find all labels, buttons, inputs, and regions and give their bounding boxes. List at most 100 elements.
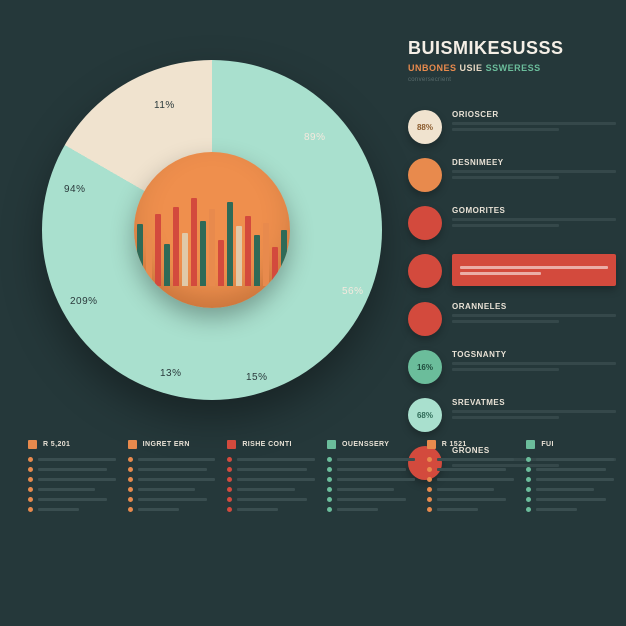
legend-badge — [408, 254, 442, 288]
bottom-column-header: RISHE CONTI — [227, 440, 309, 449]
bullet-icon — [227, 467, 232, 472]
inner-bar — [254, 235, 260, 286]
inner-bar-chart-circle — [134, 152, 290, 308]
bottom-column: OUENSSERY — [327, 440, 409, 517]
square-icon — [28, 440, 37, 449]
bottom-list-item — [427, 487, 509, 492]
inner-bar — [182, 233, 188, 286]
bullet-icon — [427, 467, 432, 472]
bullet-icon — [28, 467, 33, 472]
bullet-icon — [526, 487, 531, 492]
bullet-icon — [227, 487, 232, 492]
inner-bar — [209, 209, 215, 286]
bullet-icon — [427, 457, 432, 462]
bullet-icon — [28, 487, 33, 492]
inner-bar — [200, 221, 206, 286]
pie-percent-label: 15% — [246, 372, 268, 383]
bottom-list-item — [227, 497, 309, 502]
bullet-icon — [327, 467, 332, 472]
bullet-icon — [128, 467, 133, 472]
bottom-list-item — [227, 467, 309, 472]
bullet-icon — [427, 507, 432, 512]
inner-bar — [272, 247, 278, 286]
legend-badge — [408, 158, 442, 192]
bullet-icon — [128, 497, 133, 502]
page-tagline: conversecrient — [408, 77, 608, 83]
bullet-icon — [526, 457, 531, 462]
bottom-list-item — [128, 507, 210, 512]
bottom-list-item — [327, 487, 409, 492]
bottom-column: INGRET ERN — [128, 440, 210, 517]
bottom-list-item — [526, 457, 608, 462]
bottom-list-item — [128, 487, 210, 492]
legend-badge — [408, 302, 442, 336]
pie-percent-label: 13% — [160, 368, 182, 379]
bullet-icon — [227, 457, 232, 462]
bottom-list-item — [427, 467, 509, 472]
square-icon — [526, 440, 535, 449]
header: BUISMIKESUSSS UNBONES USIE SSWERESS conv… — [408, 38, 608, 83]
bottom-column-heading: RISHE CONTI — [242, 441, 292, 448]
legend-badge: 88% — [408, 110, 442, 144]
legend-row: 68% SREVATMES — [408, 398, 616, 432]
bottom-column-heading: FUI — [541, 441, 553, 448]
inner-bar — [173, 207, 179, 286]
bottom-list-item — [526, 487, 608, 492]
bottom-list-item — [28, 507, 110, 512]
legend-text: ORANNELES — [452, 302, 616, 326]
legend-heading: GOMORITES — [452, 206, 616, 215]
bottom-column-header: INGRET ERN — [128, 440, 210, 449]
square-icon — [427, 440, 436, 449]
bottom-list-item — [427, 457, 509, 462]
bottom-list-item — [526, 477, 608, 482]
bottom-list-item — [227, 457, 309, 462]
inner-bar — [281, 230, 287, 286]
bottom-list-item — [427, 497, 509, 502]
legend-row: ORANNELES — [408, 302, 616, 336]
legend-text: TOGSNANTY — [452, 350, 616, 374]
bottom-column-heading: INGRET ERN — [143, 441, 190, 448]
legend-badge: 68% — [408, 398, 442, 432]
inner-bar — [155, 214, 161, 286]
bottom-list-item — [526, 507, 608, 512]
inner-bar-chart — [134, 198, 290, 286]
bottom-list-item — [327, 497, 409, 502]
legend-heading: TOGSNANTY — [452, 350, 616, 359]
bottom-list-item — [128, 497, 210, 502]
inner-bar — [164, 244, 170, 286]
legend-row: 88% ORIOSCER — [408, 110, 616, 144]
inner-bar — [146, 238, 152, 286]
bullet-icon — [227, 477, 232, 482]
bottom-list-item — [427, 477, 509, 482]
bullet-icon — [227, 497, 232, 502]
bullet-icon — [427, 477, 432, 482]
bottom-list-item — [28, 467, 110, 472]
bullet-icon — [526, 477, 531, 482]
bottom-column: FUI — [526, 440, 608, 517]
bottom-column: RISHE CONTI — [227, 440, 309, 517]
page-title: BUISMIKESUSSS — [408, 38, 608, 59]
pie-percent-label: 56% — [342, 286, 364, 297]
inner-bar — [227, 202, 233, 286]
inner-bar — [236, 226, 242, 286]
bullet-icon — [28, 477, 33, 482]
bullet-icon — [327, 507, 332, 512]
bottom-columns: R 5,201 — [28, 440, 608, 517]
legend-row: 16% TOGSNANTY — [408, 350, 616, 384]
pie-percent-label: 11% — [154, 100, 175, 111]
bottom-list-item — [28, 487, 110, 492]
pie-chart: 11%89%56%15%13%209%94% — [42, 60, 382, 400]
legend-sidebar: 88% ORIOSCER DESNIMEEY GOMORITES ORANNEL… — [408, 110, 616, 480]
bottom-list-item — [327, 467, 409, 472]
bottom-list-item — [28, 477, 110, 482]
bullet-icon — [526, 467, 531, 472]
inner-bar — [137, 224, 143, 286]
bullet-icon — [327, 487, 332, 492]
bottom-column-heading: R 1521 — [442, 441, 467, 448]
legend-text: ORIOSCER — [452, 110, 616, 134]
bottom-column-header: OUENSSERY — [327, 440, 409, 449]
bottom-list-item — [327, 507, 409, 512]
bullet-icon — [128, 477, 133, 482]
bullet-icon — [28, 507, 33, 512]
bottom-list-item — [327, 457, 409, 462]
